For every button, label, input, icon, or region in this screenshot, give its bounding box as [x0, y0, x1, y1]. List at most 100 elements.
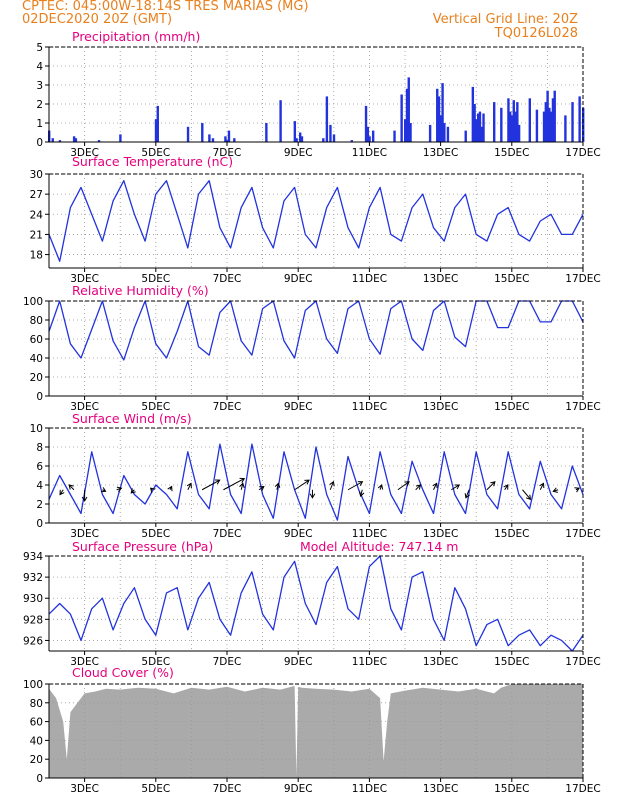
wind-arrow-head [490, 481, 496, 487]
x-tick-label: 13DEC [423, 783, 458, 795]
y-tick-label: 40 [30, 735, 43, 747]
x-tick-label: 9DEC [284, 147, 313, 159]
y-tick-label: 5 [36, 42, 43, 54]
grid-line-note: Vertical Grid Line: 20Z [432, 12, 578, 27]
precip-bar [500, 107, 503, 142]
x-tick-label: 5DEC [141, 783, 170, 795]
cloud-cover-area [49, 684, 583, 778]
wind-arrow-head [304, 479, 310, 485]
y-tick-label: 21 [30, 229, 43, 241]
precip-bar [507, 98, 510, 142]
wind-arrow-head [239, 477, 246, 483]
precip-bar [473, 104, 476, 142]
y-tick-label: 60 [30, 334, 43, 346]
wind-arrow-head [167, 485, 173, 492]
y-tick-label: 40 [30, 353, 43, 365]
pressure-title: Surface Pressure (hPa) [72, 539, 214, 554]
precip-bar [478, 111, 482, 142]
y-tick-label: 3 [36, 80, 43, 92]
y-tick-label: 4 [36, 480, 43, 492]
y-tick-label: 8 [36, 442, 43, 454]
y-tick-label: 1 [36, 118, 43, 130]
y-tick-label: 27 [30, 189, 43, 201]
precip-bar [551, 98, 555, 142]
x-tick-label: 11DEC [352, 528, 387, 540]
x-tick-label: 11DEC [352, 401, 387, 413]
wind-arrow-head [525, 494, 532, 501]
precip-bar [441, 83, 444, 142]
wind-arrow-head [574, 487, 580, 493]
x-tick-label: 11DEC [352, 783, 387, 795]
x-tick-label: 5DEC [141, 147, 170, 159]
precip-bar [564, 115, 567, 142]
precip-bar [493, 102, 496, 142]
precip-bar [364, 105, 368, 142]
precip-bar [404, 119, 407, 142]
wind-arrow-head [415, 484, 422, 490]
precip-bar [322, 138, 325, 142]
y-tick-label: 4 [36, 61, 43, 73]
precip-bar [405, 88, 409, 142]
x-tick-label: 5DEC [141, 528, 170, 540]
precip-bar [464, 130, 467, 142]
x-tick-label: 7DEC [213, 147, 242, 159]
x-tick-label: 9DEC [284, 401, 313, 413]
precip-bar [332, 134, 336, 142]
x-tick-label: 17DEC [565, 273, 600, 285]
x-tick-label: 5DEC [141, 273, 170, 285]
precip-bar [509, 111, 512, 142]
y-tick-label: 0 [36, 391, 43, 403]
precip-bar [428, 124, 432, 142]
precip-bar [119, 134, 122, 142]
precip-bar [443, 123, 446, 142]
precip-bar [58, 140, 62, 142]
precip-bar [293, 121, 297, 142]
wind-arrow [223, 478, 245, 491]
x-tick-label: 3DEC [70, 401, 99, 413]
precip-bar [578, 96, 581, 142]
precip-bar [471, 86, 475, 142]
x-tick-label: 9DEC [284, 273, 313, 285]
y-tick-label: 80 [30, 698, 43, 710]
y-tick-label: 18 [30, 250, 43, 262]
precip-bar [476, 113, 480, 142]
x-tick-label: 3DEC [70, 147, 99, 159]
precip-bar [74, 138, 78, 142]
precip-bar [154, 119, 158, 142]
precip-bar [224, 136, 227, 142]
precip-bar [156, 105, 159, 142]
x-tick-label: 15DEC [494, 147, 529, 159]
wind-arrow-head [149, 487, 156, 493]
wind-arrow-head [100, 487, 107, 493]
x-tick-label: 7DEC [213, 401, 242, 413]
wind-arrow [360, 489, 363, 497]
x-tick-label: 9DEC [284, 656, 313, 668]
wind-title: Surface Wind (m/s) [72, 411, 192, 426]
precip-bar [350, 140, 353, 142]
x-tick-label: 17DEC [565, 528, 600, 540]
wind-arrow-head [130, 488, 136, 494]
x-tick-label: 7DEC [213, 783, 242, 795]
wind-arrow-head [239, 482, 245, 488]
precip-bar [371, 130, 375, 142]
precip-bar [393, 130, 396, 142]
y-tick-label: 20 [30, 754, 43, 766]
x-tick-label: 5DEC [141, 656, 170, 668]
model-altitude-label: Model Altitude: 747.14 m [300, 539, 459, 554]
y-tick-label: 0 [36, 773, 43, 785]
x-tick-label: 17DEC [565, 783, 600, 795]
x-tick-label: 15DEC [494, 273, 529, 285]
wind-arrow-head [357, 481, 364, 487]
x-tick-label: 15DEC [494, 528, 529, 540]
wind-arrow-head [59, 489, 65, 496]
x-tick-label: 13DEC [423, 528, 458, 540]
run-date-label: 02DEC2020 20Z (GMT) [22, 12, 173, 27]
wind-arrow [397, 481, 410, 491]
wind-arrow-head [214, 479, 221, 485]
precip-bar [201, 123, 204, 142]
x-tick-label: 9DEC [284, 783, 313, 795]
precip-bar [475, 119, 478, 142]
precip-bar [298, 132, 302, 142]
series-line-4 [48, 555, 584, 652]
precip-bar [510, 115, 514, 142]
